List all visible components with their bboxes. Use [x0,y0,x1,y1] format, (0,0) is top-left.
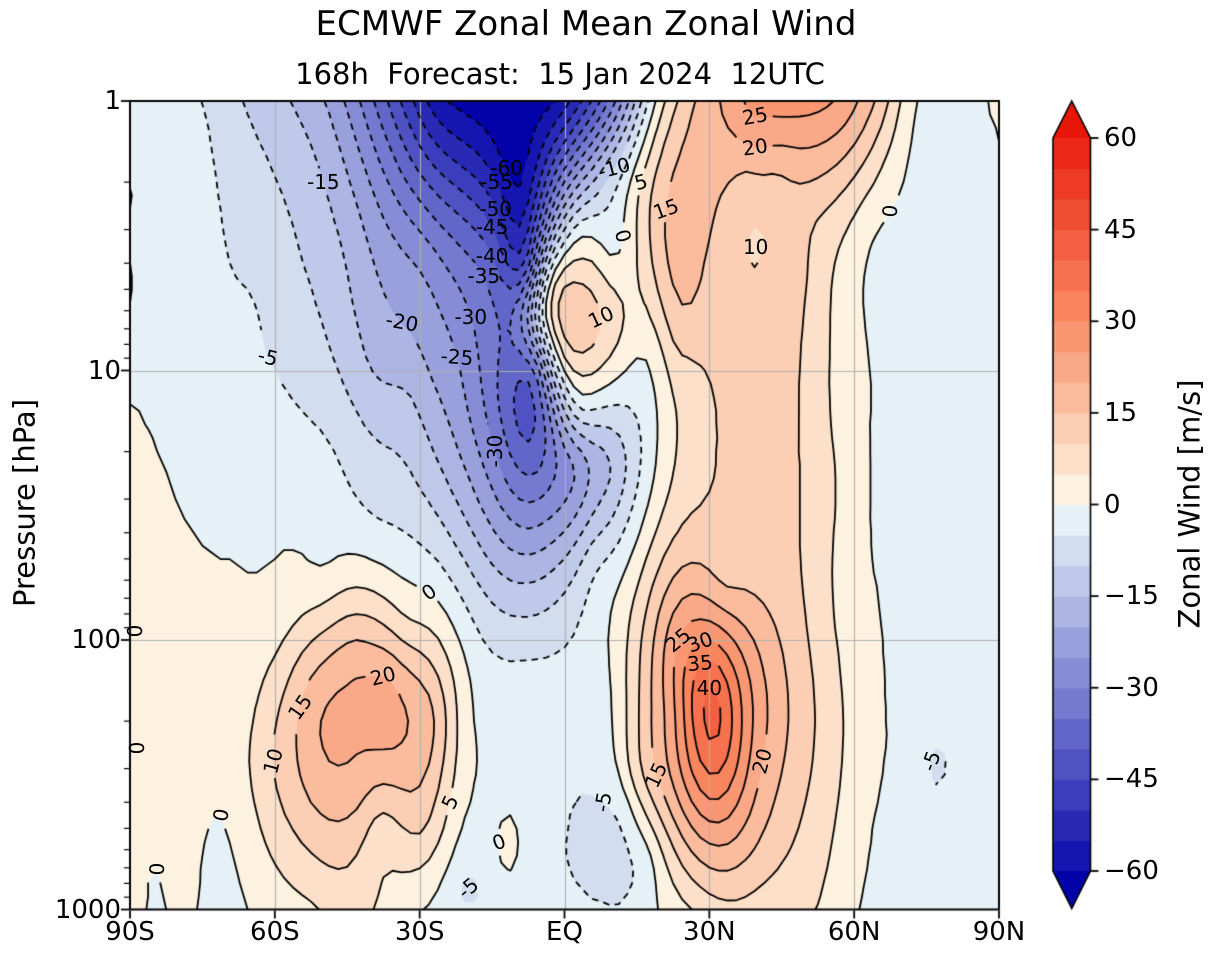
colorbar-tick-label: −15 [1104,581,1159,612]
contour-label: 20 [747,745,778,777]
colorbar-tick-label: 45 [1104,214,1138,245]
contour-label: 10 [742,234,769,259]
y-axis-label: Pressure [hPa] [7,398,42,608]
y-tick-label: 1000 [54,894,121,925]
contour-label: 20 [368,660,399,691]
x-tick-label: 90N [972,916,1026,947]
colorbar-tick-label: −45 [1104,764,1159,795]
contour-label: -60 [490,156,523,181]
colorbar-tick-label: −30 [1104,672,1159,703]
contour-label: 35 [686,650,715,677]
y-tick-label: 100 [71,625,121,655]
contour-label: 20 [740,133,769,161]
y-tick-label: 1 [104,86,121,116]
colorbar-tick-label: 60 [1104,123,1138,153]
contour-label: -55 [480,169,513,194]
contour-label: 0 [124,741,149,755]
colorbar-label: Zonal Wind [m/s] [1172,379,1207,629]
contour-label: 0 [122,624,147,638]
contour-label: -40 [475,243,509,268]
x-tick-label: 90S [105,916,155,947]
contour-label: -45 [475,215,509,240]
contour-label: -30 [454,304,488,329]
colorbar-tick-label: 0 [1104,489,1121,520]
contour-label: 10 [257,745,288,777]
figure-subtitle: 168h Forecast: 15 Jan 2024 12UTC [295,57,825,91]
contour-label: 0 [144,862,170,876]
x-tick-label: EQ [546,916,583,947]
contour-label: 25 [739,101,770,130]
contour-label: -20 [383,307,420,338]
contour-label: -30 [483,435,508,468]
x-tick-label: 60N [827,916,881,947]
contour-label: -25 [439,343,475,371]
contour-label: -5 [588,789,617,814]
x-tick-label: 60S [250,916,300,947]
contour-label: -35 [467,264,501,289]
x-tick-label: 30N [683,916,736,947]
y-tick-label: 10 [87,355,121,386]
contour-label: 0 [877,203,903,219]
colorbar-tick-label: −60 [1104,856,1159,886]
x-tick-label: 30S [394,916,445,947]
colorbar-tick-label: 15 [1104,397,1138,428]
contour-label: -15 [306,169,340,194]
figure-title: ECMWF Zonal Mean Zonal Wind [315,4,857,44]
contour-label: 40 [696,675,723,700]
colorbar-tick-label: 30 [1104,306,1138,337]
contour-label: -50 [479,196,513,221]
